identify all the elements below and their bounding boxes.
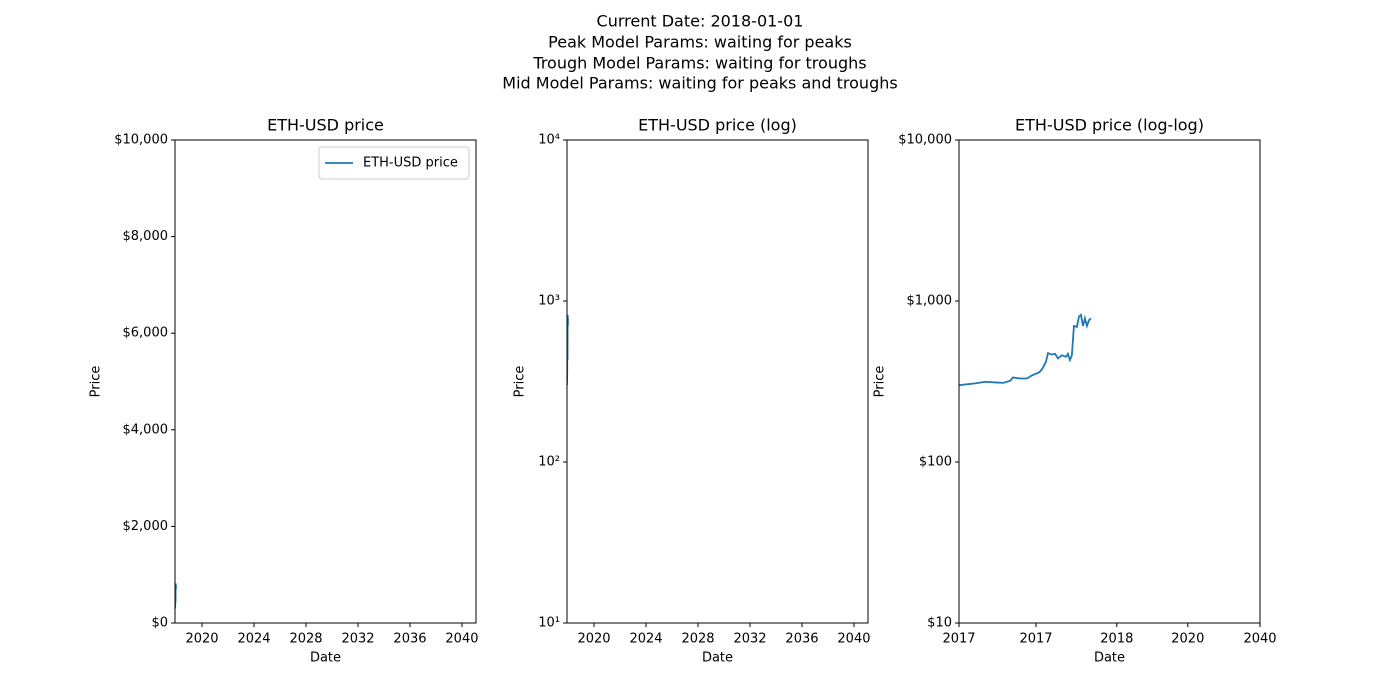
y-tick-label: $2,000 [123,519,169,534]
x-tick-label: 2040 [445,632,478,647]
x-tick-label: 2040 [837,632,870,647]
x-tick-label: 2032 [733,632,766,647]
y-tick-label: 10⁴ [538,133,560,148]
x-tick-label: 2024 [629,632,662,647]
x-tick-label: 2020 [1171,632,1204,647]
y-tick-label: 10³ [538,294,560,309]
y-tick-label: $10,000 [898,133,952,148]
x-tick-label: 2040 [1243,632,1276,647]
y-tick-label: $8,000 [123,229,169,244]
axes-title: ETH-USD price (log-log) [1015,116,1204,135]
y-tick-label: $10 [927,616,952,631]
legend-box [318,146,470,180]
x-tick-label: 2024 [237,632,270,647]
legend-label: ETH-USD price [363,156,458,171]
y-tick-label: $1,000 [907,294,953,309]
x-tick-label: 2017 [942,632,975,647]
y-axis-label: Price [89,366,104,398]
x-tick-label: 2028 [681,632,714,647]
x-axis-label: Date [310,651,341,666]
y-tick-label: $4,000 [123,422,169,437]
x-axis-label: Date [702,651,733,666]
axes-title: ETH-USD price [267,116,384,135]
y-tick-label: 10¹ [538,616,560,631]
y-tick-label: $100 [919,455,952,470]
suptitle-line: Mid Model Params: waiting for peaks and … [502,74,897,93]
suptitle-line: Peak Model Params: waiting for peaks [548,33,852,52]
x-tick-label: 2020 [185,632,218,647]
axes-frame [958,139,1261,624]
x-tick-label: 2028 [289,632,322,647]
x-axis-label: Date [1094,651,1125,666]
x-tick-label: 2036 [393,632,426,647]
price-line [959,313,1092,387]
y-tick-label: $10,000 [114,133,168,148]
y-axis-label: Price [513,366,528,398]
x-tick-label: 2020 [577,632,610,647]
y-tick-label: $6,000 [123,326,169,341]
y-tick-label: $0 [151,616,168,631]
axes-frame [566,139,869,624]
axes-title: ETH-USD price (log) [638,116,797,135]
x-tick-label: 2017 [1019,632,1052,647]
x-tick-label: 2032 [341,632,374,647]
suptitle-line: Current Date: 2018-01-01 [597,12,804,31]
x-tick-label: 2018 [1100,632,1133,647]
x-tick-label: 2036 [785,632,818,647]
y-axis-label: Price [873,366,888,398]
y-tick-label: 10² [538,455,560,470]
axes-frame [174,139,477,624]
suptitle-line: Trough Model Params: waiting for troughs [532,54,866,73]
